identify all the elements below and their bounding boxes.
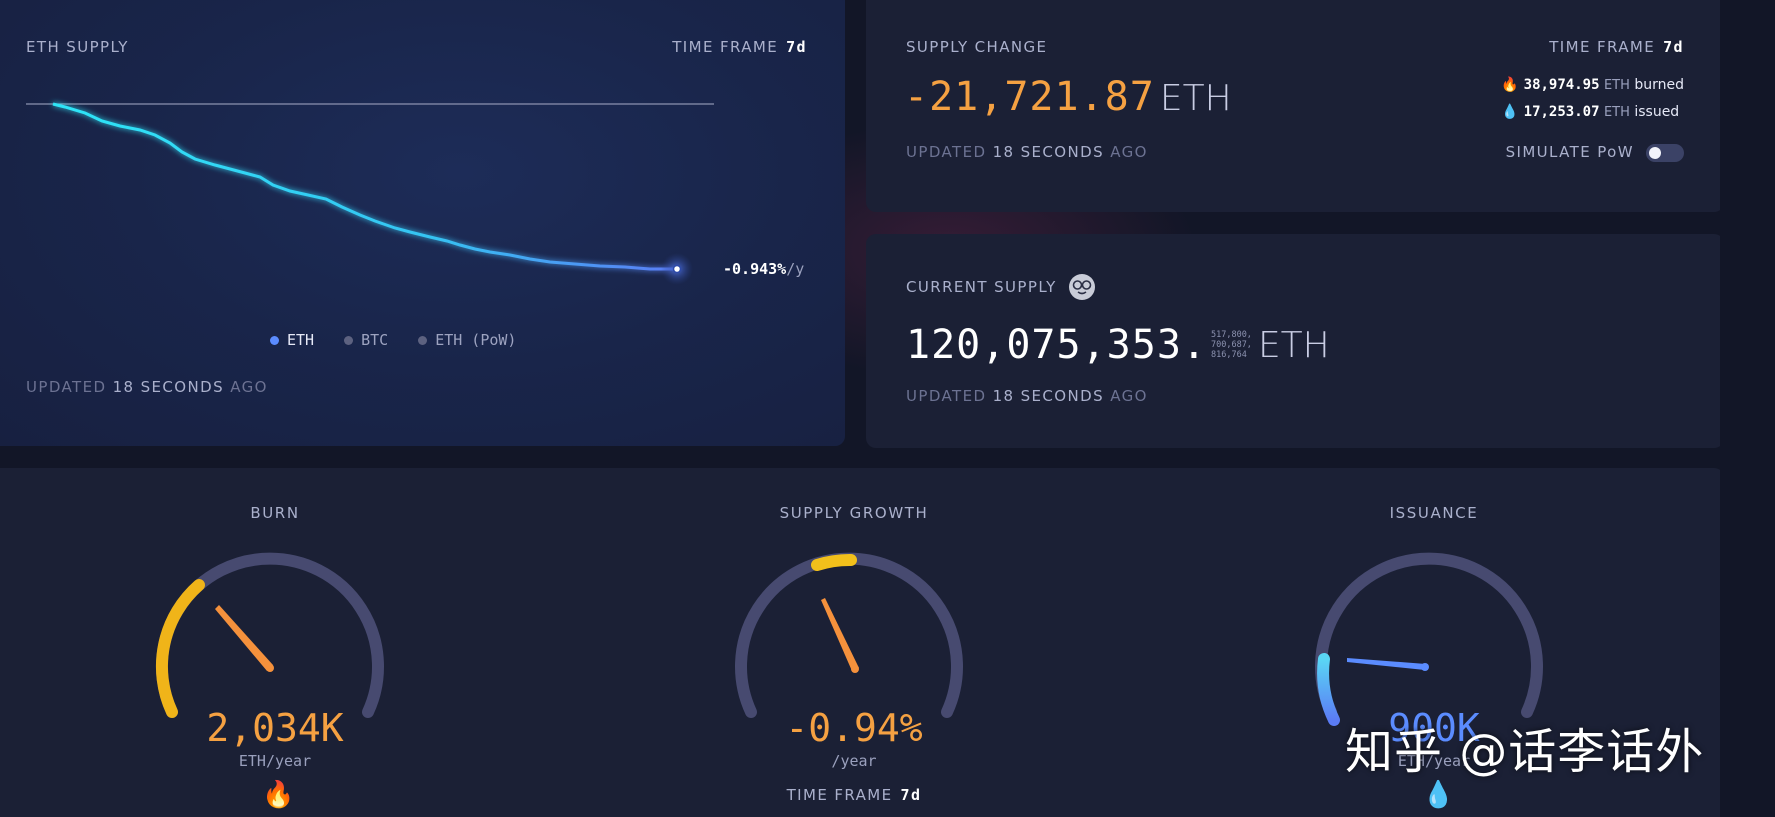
eth-supply-card: ETH SUPPLY TIME FRAME 7d -0.943%/y (0, 0, 845, 446)
issued-label: issued (1634, 104, 1680, 120)
growth-gauge-fill (811, 554, 857, 571)
growth-gauge-track (735, 552, 963, 718)
burned-row: 🔥 38,974.95 ETH burned (1501, 72, 1684, 99)
card-title: SUPPLY CHANGE (906, 38, 1048, 56)
supply-decimals: 517,800, 700,687, 816,764 (1211, 330, 1252, 360)
timeframe-label: TIME FRAME (672, 38, 779, 56)
supply-change-value: -21,721.87 ETH (904, 74, 1232, 120)
issuance-gauge-title: ISSUANCE (1389, 504, 1479, 522)
issuance-unit: ETH/year (1397, 752, 1471, 770)
updated-value: 18 SECONDS (112, 378, 225, 396)
current-supply-card: CURRENT SUPPLY 120,075,353. 517,800, 700… (866, 234, 1724, 448)
page-edge (1720, 0, 1775, 817)
card-title: ETH SUPPLY (26, 38, 129, 56)
burned-value: 38,974.95 (1523, 77, 1600, 93)
legend-item-eth[interactable]: ETH (270, 331, 314, 349)
supply-unit: ETH (1257, 324, 1330, 366)
burned-label: burned (1634, 77, 1684, 93)
legend-dot-eth-pow (418, 335, 428, 345)
supply-change-card: SUPPLY CHANGE TIME FRAME 7d -21,721.87 ET… (866, 0, 1724, 212)
issuance-gauge-needle (1347, 658, 1426, 670)
supply-growth-gauge-title: SUPPLY GROWTH (779, 504, 929, 522)
timeframe-label: TIME FRAME (1549, 38, 1656, 56)
updated-prefix: UPDATED (906, 143, 987, 161)
burn-gauge (155, 552, 384, 718)
burn-issue-summary: 🔥 38,974.95 ETH burned 💧 17,253.07 ETH i… (1501, 72, 1684, 126)
current-supply-value: 120,075,353. 517,800, 700,687, 816,764 E… (906, 322, 1330, 368)
legend-label-btc: BTC (361, 331, 389, 349)
change-amount: -21,721.87 (904, 74, 1155, 120)
issuance-gauge (1315, 552, 1543, 726)
fire-icon: 🔥 (262, 780, 295, 810)
issued-row: 💧 17,253.07 ETH issued (1501, 99, 1684, 126)
updated-suffix: AGO (1110, 387, 1148, 405)
updated-prefix: UPDATED (906, 387, 987, 405)
supply-rate: -0.943%/y (723, 260, 804, 278)
supply-growth-value: -0.94% (785, 706, 923, 750)
growth-gauge-needle (821, 598, 859, 671)
supply-growth-gauge (735, 552, 963, 718)
burn-unit: ETH/year (238, 752, 312, 770)
eth-supply-line (52, 102, 677, 271)
updated-suffix: AGO (1110, 143, 1148, 161)
timeframe-selector[interactable]: TIME FRAME 7d (672, 38, 807, 56)
burned-unit: ETH (1603, 78, 1630, 93)
fire-icon: 🔥 (1501, 77, 1519, 93)
updated-status: UPDATED 18 SECONDS AGO (906, 143, 1148, 161)
burn-gauge-fill (155, 579, 205, 718)
timeframe-selector[interactable]: TIME FRAME 7d (704, 786, 1004, 804)
chart-legend: ETH BTC ETH (PoW) (270, 331, 516, 349)
updated-suffix: AGO (230, 378, 268, 396)
issuance-needle-hub (1421, 663, 1429, 671)
updated-prefix: UPDATED (26, 378, 107, 396)
gauges-card: BURN 2,034K ETH/year 🔥 SUPPLY GROWTH -0.… (0, 468, 1724, 817)
card-title: CURRENT SUPPLY (906, 278, 1057, 296)
legend-dot-btc (344, 335, 354, 345)
supply-rate-value: -0.943% (723, 260, 787, 278)
legend-item-btc[interactable]: BTC (344, 331, 388, 349)
timeframe-value: 7d (786, 38, 807, 56)
timeframe-selector[interactable]: TIME FRAME 7d (1549, 38, 1684, 56)
issued-unit: ETH (1603, 105, 1630, 120)
legend-label-eth-pow: ETH (PoW) (435, 331, 517, 349)
toggle-knob (1649, 147, 1661, 159)
updated-value: 18 SECONDS (992, 387, 1105, 405)
burn-gauge-needle (215, 605, 273, 671)
simulate-pow-toggle[interactable] (1646, 144, 1684, 162)
current-supply-header: CURRENT SUPPLY (906, 274, 1095, 300)
burn-gauge-title: BURN (250, 504, 300, 522)
endpoint-marker (672, 264, 682, 274)
decimals-line-2: 700,687, (1210, 340, 1252, 350)
timeframe-value: 7d (900, 786, 922, 804)
change-unit: ETH (1159, 78, 1232, 119)
supply-rate-unit: /y (786, 260, 805, 278)
legend-item-eth-pow[interactable]: ETH (PoW) (418, 331, 516, 349)
supply-growth-unit: /year (831, 752, 877, 770)
decimals-line-1: 517,800, (1210, 330, 1252, 340)
updated-status: UPDATED 18 SECONDS AGO (906, 387, 1148, 405)
watermark-text: 知乎 @话李话外 (1345, 724, 1705, 780)
issuance-gauge-fill (1317, 653, 1340, 726)
droplet-icon: 💧 (1501, 104, 1519, 120)
burn-value: 2,034K (206, 706, 344, 750)
burn-needle-hub (266, 664, 274, 672)
issuance-gauge-track (1315, 552, 1543, 718)
legend-label-eth: ETH (287, 331, 315, 349)
simulate-pow-label: SIMULATE PoW (1505, 143, 1634, 161)
decimals-line-3: 816,764 (1210, 350, 1247, 360)
nerd-face-icon (1068, 274, 1095, 300)
issuance-value: 900K (1388, 706, 1480, 750)
updated-status: UPDATED 18 SECONDS AGO (26, 378, 268, 396)
growth-needle-hub (851, 665, 859, 673)
updated-value: 18 SECONDS (992, 143, 1105, 161)
droplet-icon: 💧 (1422, 780, 1455, 810)
timeframe-value: 7d (1663, 38, 1684, 56)
timeframe-label: TIME FRAME (786, 786, 893, 804)
legend-dot-eth (270, 335, 279, 345)
issued-value: 17,253.07 (1523, 104, 1600, 120)
supply-chart (26, 102, 714, 285)
supply-integer: 120,075,353. (906, 322, 1207, 368)
